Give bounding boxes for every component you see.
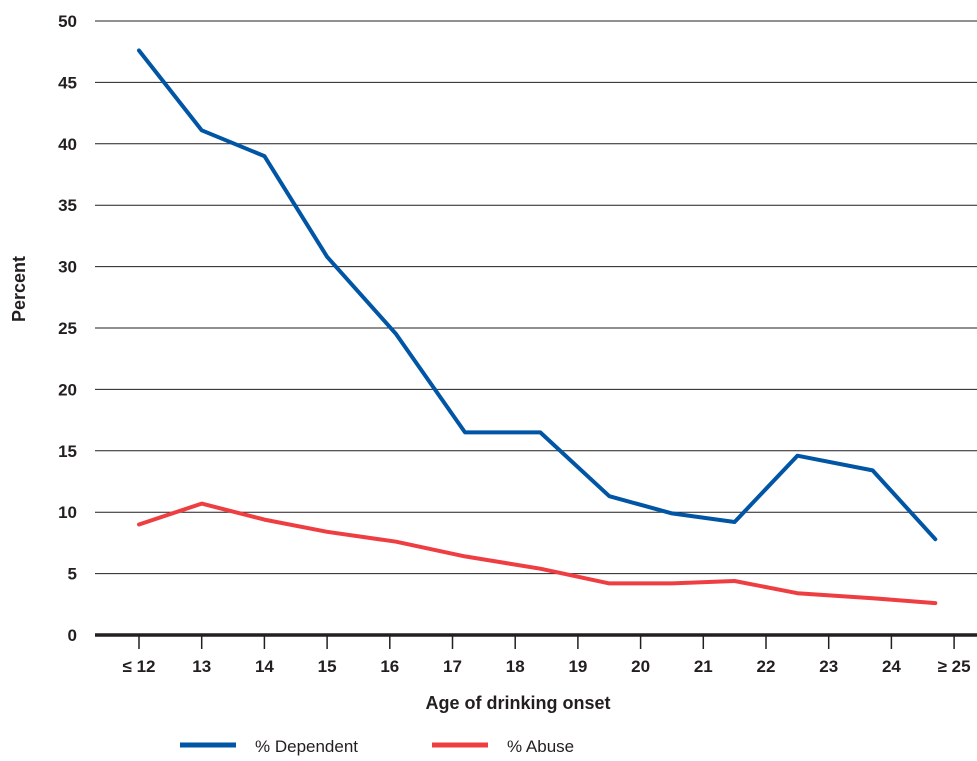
y-axis-title: Percent: [9, 256, 29, 322]
y-tick-label: 50: [58, 12, 77, 31]
x-axis: [95, 635, 977, 649]
x-tick-label: ≥ 25: [938, 657, 971, 676]
y-tick-label: 45: [58, 73, 77, 92]
y-tick-label: 30: [58, 258, 77, 277]
x-tick-label: 17: [443, 657, 462, 676]
x-tick-label: 21: [694, 657, 713, 676]
x-tick-label: 14: [255, 657, 274, 676]
y-tick-labels: 0 5 10 15 20 25 30 35 40 45 50: [58, 12, 77, 645]
legend-label: % Dependent: [255, 737, 358, 756]
x-tick-label: 19: [568, 657, 587, 676]
x-tick-label: 16: [380, 657, 399, 676]
y-tick-label: 35: [58, 196, 77, 215]
y-tick-label: 40: [58, 135, 77, 154]
y-tick-label: 5: [68, 565, 77, 584]
y-tick-label: 0: [68, 626, 77, 645]
legend: % Dependent % Abuse: [180, 737, 574, 756]
y-tick-label: 10: [58, 503, 77, 522]
y-tick-label: 15: [58, 442, 77, 461]
y-tick-label: 25: [58, 319, 77, 338]
x-tick-label: 24: [882, 657, 901, 676]
x-tick-label: ≤ 12: [123, 657, 156, 676]
x-tick-label: 13: [192, 657, 211, 676]
x-tick-label: 20: [631, 657, 650, 676]
x-tick-label: 18: [506, 657, 525, 676]
y-tick-label: 20: [58, 380, 77, 399]
x-tick-labels: ≤ 12 13 14 15 16 17 18 19 20 21 22 23 24 ≥ 25: [123, 657, 971, 676]
x-tick-label: 22: [757, 657, 776, 676]
legend-label: % Abuse: [507, 737, 574, 756]
series-line-abuse: [139, 504, 935, 603]
x-axis-title: Age of drinking onset: [425, 693, 610, 713]
x-tick-label: 23: [819, 657, 838, 676]
series-lines: [139, 50, 935, 603]
x-tick-label: 15: [318, 657, 337, 676]
series-line-dependent: [139, 51, 935, 540]
gridlines: [95, 21, 977, 574]
